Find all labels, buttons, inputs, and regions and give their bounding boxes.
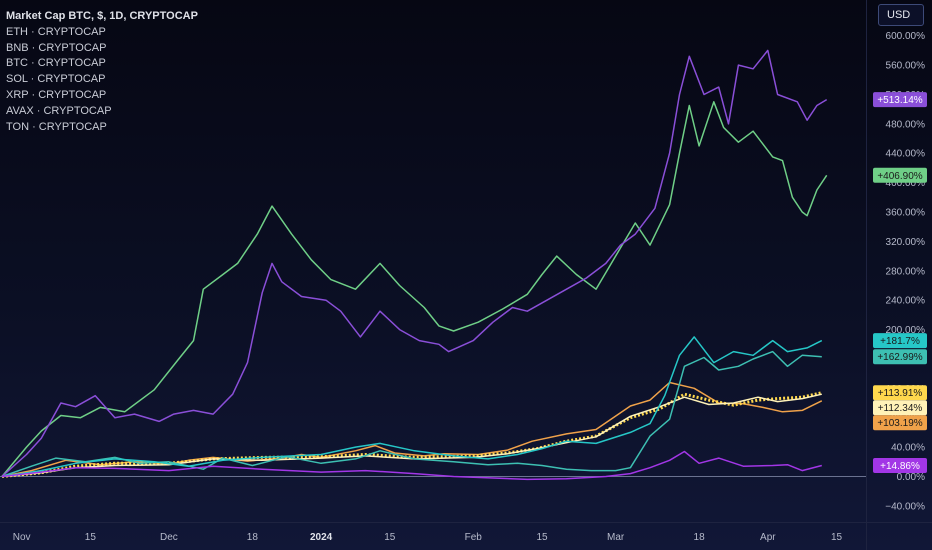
legend-entry-avax[interactable]: AVAX · CRYPTOCAP — [6, 104, 112, 117]
currency-button[interactable]: USD — [878, 4, 924, 26]
legend: Market Cap BTC, $, 1D, CRYPTOCAP ETH · C… — [6, 9, 198, 135]
y-tick-label: 360.00% — [886, 208, 926, 219]
series-line-6[interactable] — [1, 49, 828, 478]
legend-entry-btc[interactable]: BTC · CRYPTOCAP — [6, 57, 106, 70]
series-line-2[interactable] — [1, 393, 822, 478]
series-line-3[interactable] — [1, 101, 828, 477]
y-tick-label: 440.00% — [886, 149, 926, 160]
value-badge-label: +162.99% — [877, 352, 922, 363]
value-badge-label: +513.14% — [877, 95, 922, 106]
x-tick-label: Dec — [160, 532, 178, 543]
value-badge — [873, 400, 927, 416]
value-badge — [873, 333, 927, 349]
value-badge-label: +406.90% — [877, 171, 922, 182]
value-badge-label: +113.91% — [878, 388, 923, 399]
y-tick-label: −40.00% — [885, 501, 925, 512]
value-badge — [873, 167, 927, 183]
legend-entry-bnb[interactable]: BNB · CRYPTOCAP — [6, 41, 107, 54]
x-tick-label: 15 — [384, 532, 396, 543]
y-tick-label: 0.00% — [897, 472, 925, 483]
chart-title[interactable]: Market Cap BTC, $, 1D, CRYPTOCAP — [6, 10, 198, 22]
x-tick-label: 18 — [694, 532, 706, 543]
x-tick-label: Mar — [607, 532, 625, 543]
y-tick-label: 400.00% — [886, 178, 926, 189]
x-tick-label: 15 — [536, 532, 548, 543]
x-tick-label: Feb — [465, 532, 483, 543]
last-value-badges: +513.14% +406.90% +181.7% +162.99% +113.91% +… — [873, 92, 927, 473]
legend-entry-sol[interactable]: SOL · CRYPTOCAP — [6, 73, 106, 86]
x-tick-label: Nov — [13, 532, 31, 543]
y-tick-label: 320.00% — [886, 237, 926, 248]
y-tick-label: 480.00% — [886, 119, 926, 130]
series-line-7[interactable] — [1, 450, 822, 481]
y-tick-label: 560.00% — [886, 61, 926, 72]
x-tick-label: 15 — [831, 532, 843, 543]
series-line-4[interactable] — [1, 350, 822, 478]
y-tick-label: 280.00% — [886, 266, 926, 277]
value-badge-label: +181.7% — [880, 336, 920, 347]
x-tick-label: 15 — [85, 532, 97, 543]
value-badge-label: +103.19% — [877, 418, 922, 429]
y-tick-label: 240.00% — [886, 296, 926, 307]
x-tick-label: Apr — [760, 532, 776, 543]
value-badge — [873, 385, 927, 401]
legend-entry-ton[interactable]: TON · CRYPTOCAP — [6, 120, 107, 133]
value-badge — [873, 92, 927, 108]
value-badge — [873, 457, 927, 473]
value-badge — [873, 415, 927, 431]
x-tick-label: 2024 — [310, 532, 333, 543]
y-tick-label: 40.00% — [891, 443, 925, 454]
value-badge — [873, 349, 927, 365]
series-lines — [0, 49, 866, 481]
y-tick-label: 600.00% — [886, 31, 926, 42]
legend-entry-xrp[interactable]: XRP · CRYPTOCAP — [6, 88, 107, 101]
value-badge-label: +112.34% — [878, 403, 923, 414]
value-badge-label: +14.86% — [880, 461, 920, 472]
series-line-5[interactable] — [1, 336, 823, 478]
y-tick-label: 200.00% — [886, 325, 926, 336]
x-axis[interactable]: Nov 15 Dec 18 2024 15 Feb 15 Mar 18 Apr 15 — [0, 522, 932, 544]
x-tick-label: 18 — [247, 532, 259, 543]
legend-entry-eth[interactable]: ETH · CRYPTOCAP — [6, 25, 106, 38]
